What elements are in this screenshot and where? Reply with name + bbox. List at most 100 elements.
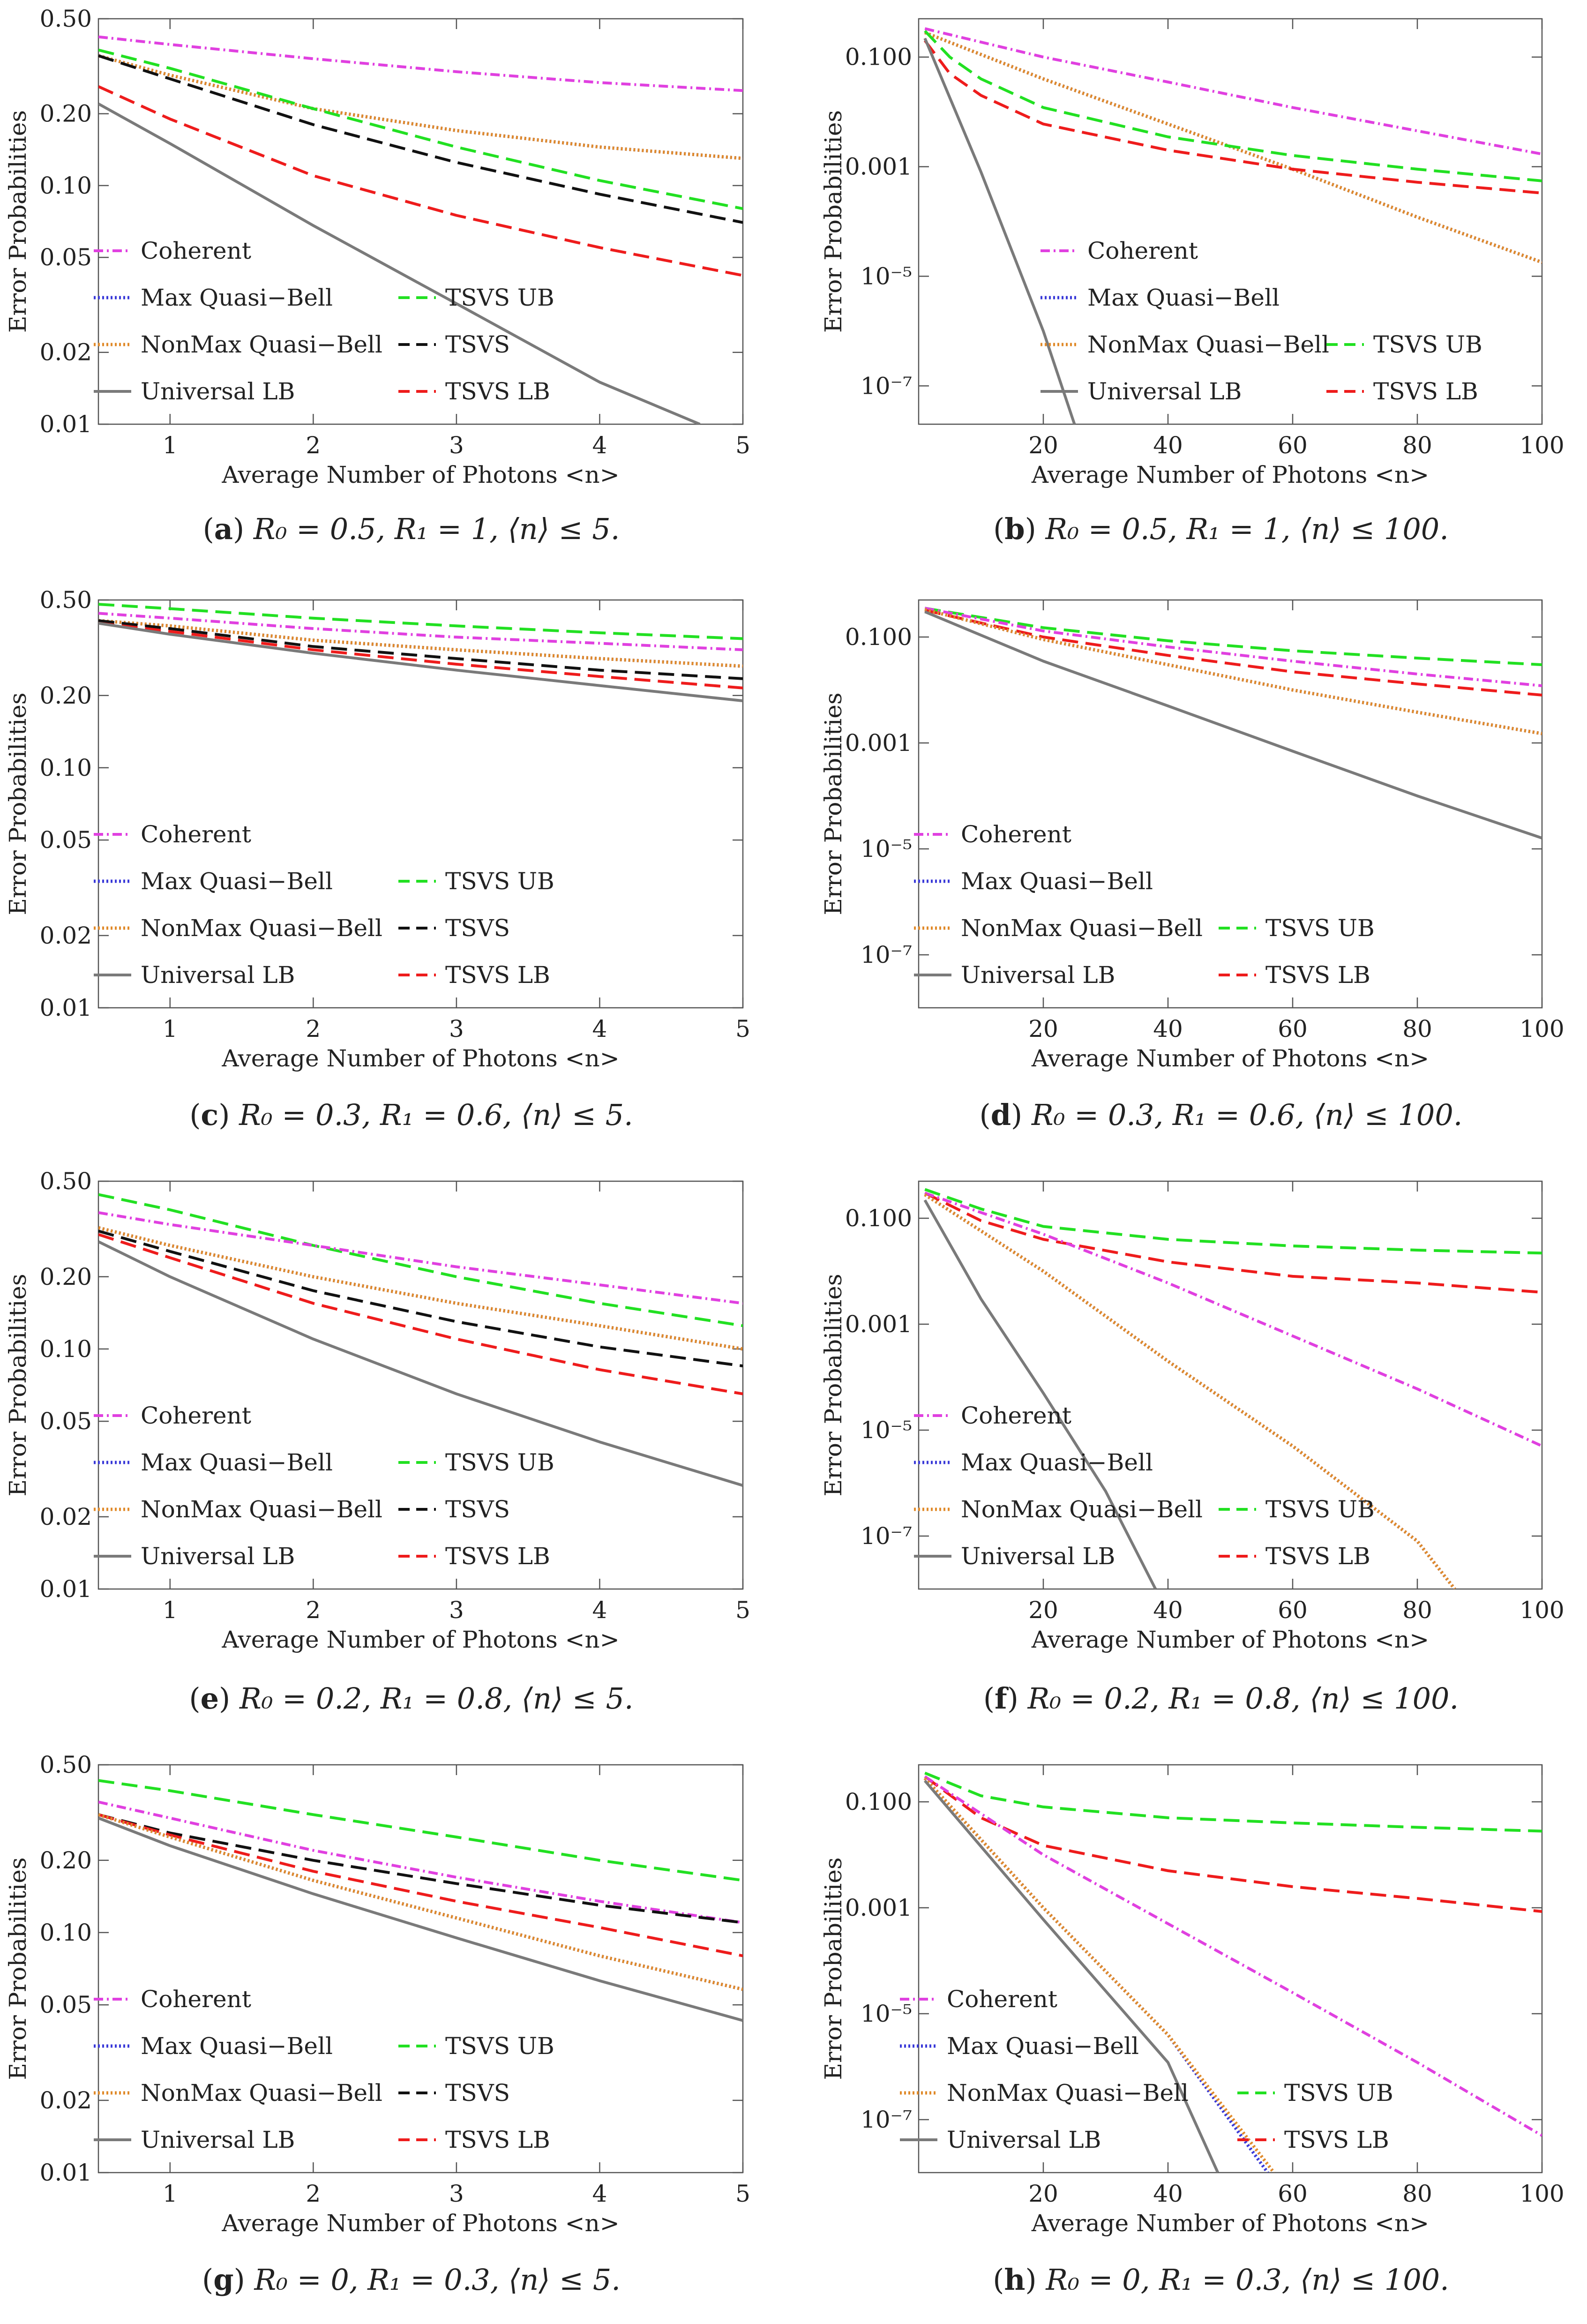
x-tick-label: 100 [1520, 1015, 1564, 1042]
series-line-tsvs-lb [924, 1775, 1542, 1913]
x-axis-label: Average Number of Photons <n> [221, 1626, 619, 1653]
x-tick-label: 20 [1028, 2180, 1058, 2207]
legend-label-tsvs-ub: TSVS UB [445, 284, 554, 311]
x-axis-label: Average Number of Photons <n> [221, 2210, 619, 2237]
y-tick-label: 0.100 [845, 623, 912, 651]
plot-frame [918, 1764, 1543, 2174]
legend: Coherent Max Quasi−Bell NonMax Quasi−Bell U… [94, 1402, 554, 1570]
caption-text: R₀ = 0.3, R₁ = 0.6, ⟨n⟩ ≤ 5. [230, 1098, 633, 1132]
y-axis-label: Error Probabilities [4, 693, 31, 915]
x-tick-label: 1 [163, 1597, 178, 1624]
caption-a: (a) R₀ = 0.5, R₁ = 1, ⟨n⟩ ≤ 5. [203, 512, 620, 546]
legend-label-tsvs-lb: TSVS LB [1284, 2126, 1389, 2153]
x-tick-label: 40 [1153, 1597, 1183, 1624]
legend-label-tsvs-ub: TSVS UB [1265, 915, 1375, 942]
series-line-nonmax-quasi-bell [924, 1193, 1456, 1589]
legend: Coherent Max Quasi−Bell NonMax Quasi−Bell U… [914, 1402, 1375, 1570]
series-line-tsvs-lb [924, 1192, 1542, 1294]
y-tick-label: 0.001 [845, 729, 912, 757]
legend-label-tsvs-lb: TSVS LB [1373, 378, 1478, 405]
series-line-tsvs-ub [98, 48, 743, 210]
caption-open-paren: ( [993, 2263, 1004, 2297]
caption-open-paren: ( [979, 1098, 990, 1132]
caption-close-paren: ) [1025, 512, 1036, 546]
caption-letter: f [995, 1681, 1009, 1716]
legend-label-coherent: Coherent [947, 1986, 1057, 2013]
legend-label-tsvs: TSVS [445, 2079, 510, 2107]
y-tick-label: 10⁻⁵ [861, 1417, 912, 1444]
y-tick-label: 0.20 [40, 682, 92, 709]
caption-open-paren: ( [189, 1098, 201, 1132]
caption-close-paren: ) [233, 512, 244, 546]
legend-label-tsvs-lb: TSVS LB [445, 961, 550, 989]
caption-f: (f) R₀ = 0.2, R₁ = 0.8, ⟨n⟩ ≤ 100. [983, 1681, 1459, 1716]
legend-label-tsvs-ub: TSVS UB [445, 2032, 554, 2060]
x-tick-label: 100 [1520, 2180, 1564, 2207]
x-tick-label: 60 [1278, 2180, 1308, 2207]
legend-label-nonmax-quasi-bell: NonMax Quasi−Bell [141, 1496, 382, 1523]
chart-panel-d: 10⁻⁷ 10⁻⁵ 0.001 0.100 20 40 60 80 100 Average Num… [820, 599, 1565, 1072]
y-tick-label: 0.10 [40, 754, 92, 781]
series-line-tsvs [98, 1229, 743, 1368]
series-line-tsvs-ub [98, 1193, 743, 1327]
legend-label-max-quasi-bell: Max Quasi−Bell [947, 2032, 1139, 2060]
legend-label-nonmax-quasi-bell: NonMax Quasi−Bell [141, 915, 382, 942]
y-tick-label: 0.01 [40, 994, 92, 1021]
series-group [98, 603, 743, 703]
caption-text: R₀ = 0.2, R₁ = 0.8, ⟨n⟩ ≤ 100. [1018, 1681, 1459, 1716]
x-tick-label: 40 [1153, 2180, 1183, 2207]
legend-label-coherent: Coherent [141, 237, 251, 264]
legend-label-coherent: Coherent [961, 821, 1071, 848]
series-line-tsvs-lb [98, 1813, 743, 1957]
y-tick-label: 0.01 [40, 1575, 92, 1603]
legend: Coherent Max Quasi−Bell NonMax Quasi−Bell U… [914, 821, 1375, 989]
legend-label-coherent: Coherent [141, 1986, 251, 2013]
x-tick-label: 4 [592, 1015, 607, 1042]
y-axis-label: Error Probabilities [820, 693, 847, 915]
y-tick-label: 10⁻⁵ [861, 262, 912, 290]
caption-letter: a [214, 512, 233, 546]
y-axis-label: Error Probabilities [4, 1858, 31, 2080]
x-tick-label: 1 [163, 432, 178, 459]
caption-text: R₀ = 0.5, R₁ = 1, ⟨n⟩ ≤ 100. [1036, 512, 1449, 546]
x-tick-label: 60 [1278, 1597, 1308, 1624]
caption-text: R₀ = 0, R₁ = 0.3, ⟨n⟩ ≤ 100. [1037, 2263, 1449, 2297]
series-line-tsvs-lb [923, 39, 1542, 195]
caption-open-paren: ( [203, 512, 214, 546]
legend-label-coherent: Coherent [1087, 237, 1198, 264]
y-tick-label: 0.01 [40, 411, 92, 438]
x-tick-label: 80 [1402, 2180, 1432, 2207]
legend-label-nonmax-quasi-bell: NonMax Quasi−Bell [141, 2079, 382, 2107]
x-tick-label: 3 [449, 432, 464, 459]
y-tick-label: 10⁻⁷ [861, 1522, 912, 1550]
series-line-nonmax-quasi-bell [924, 608, 1542, 735]
caption-letter: h [1004, 2263, 1025, 2297]
caption-letter: e [201, 1681, 219, 1716]
chart-panel-c: 0.01 0.02 0.05 0.10 0.20 0.50 1 2 3 4 5 Average Num… [4, 586, 750, 1072]
caption-c: (c) R₀ = 0.3, R₁ = 0.6, ⟨n⟩ ≤ 5. [189, 1098, 633, 1132]
x-axis-label: Average Number of Photons <n> [1031, 1045, 1429, 1072]
y-axis-label: Error Probabilities [820, 110, 847, 333]
series-line-tsvs [98, 619, 743, 680]
legend-label-tsvs: TSVS [445, 331, 510, 358]
y-tick-label: 0.50 [40, 5, 92, 32]
legend-label-coherent: Coherent [961, 1402, 1071, 1429]
x-tick-label: 1 [163, 1015, 178, 1042]
series-line-nonmax-quasi-bell [98, 1813, 743, 1991]
y-tick-label: 0.02 [40, 922, 92, 949]
caption-open-paren: ( [983, 1681, 995, 1716]
x-tick-label: 1 [163, 2180, 178, 2207]
x-tick-label: 4 [592, 1597, 607, 1624]
chart-panel-h: 10⁻⁷ 10⁻⁵ 0.001 0.100 20 40 60 80 100 Average Num… [820, 1764, 1565, 2237]
x-tick-label: 3 [449, 2180, 464, 2207]
series-line-max-quasi-bell [924, 608, 1542, 735]
x-tick-label: 80 [1402, 1015, 1432, 1042]
legend-label-nonmax-quasi-bell: NonMax Quasi−Bell [947, 2079, 1189, 2107]
x-tick-label: 4 [592, 432, 607, 459]
y-tick-label: 10⁻⁷ [861, 941, 912, 968]
series-line-tsvs-ub [924, 30, 1542, 182]
x-tick-label: 5 [735, 2180, 750, 2207]
series-line-coherent [98, 1800, 743, 1924]
caption-text: R₀ = 0.2, R₁ = 0.8, ⟨n⟩ ≤ 5. [230, 1681, 633, 1716]
